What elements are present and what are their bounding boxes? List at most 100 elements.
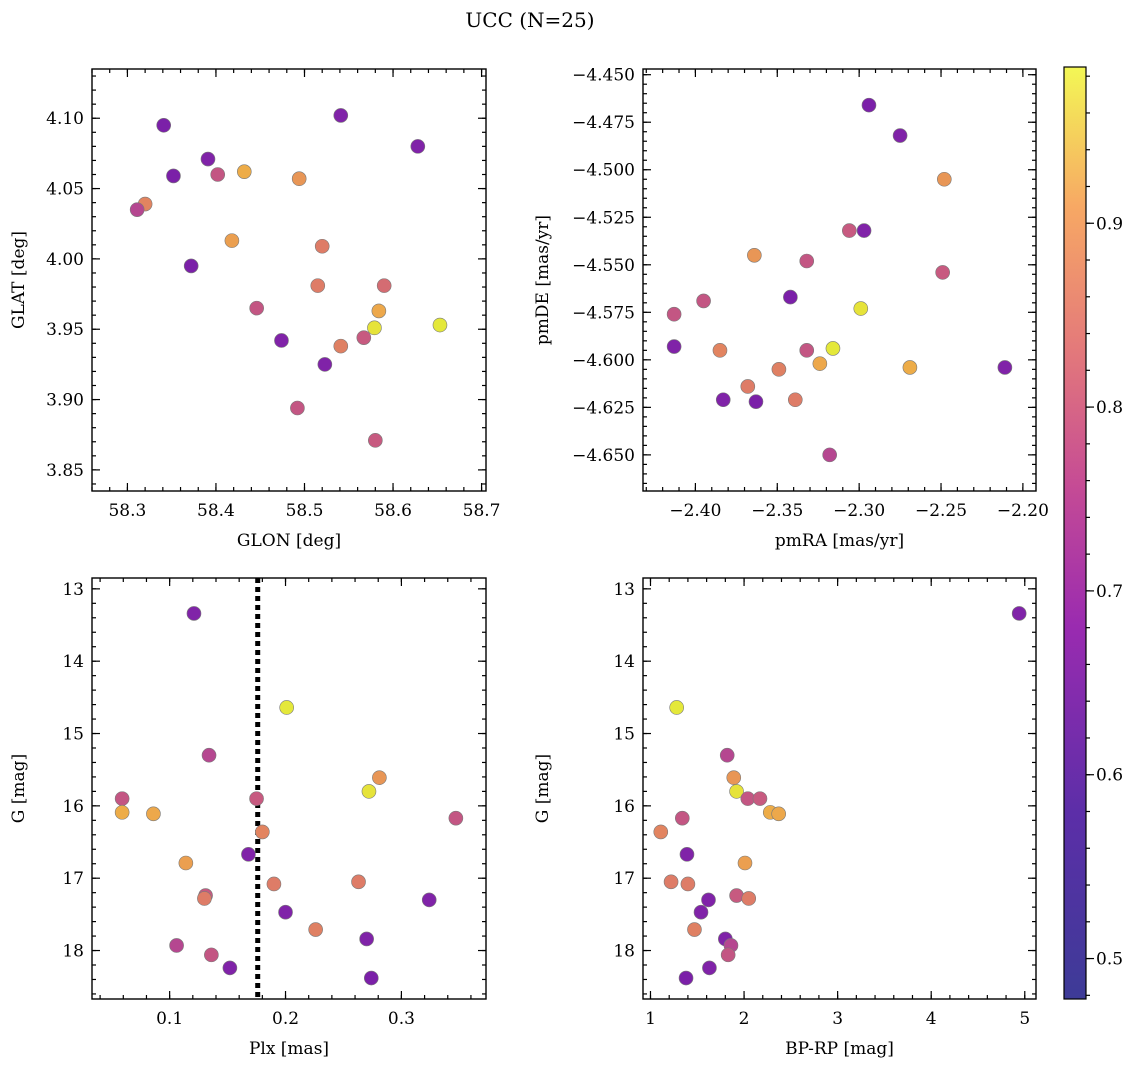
scatter-point — [278, 904, 293, 920]
scatter-point — [729, 784, 744, 799]
y-tick-label: 18 — [62, 942, 84, 962]
scatter-point — [249, 791, 264, 806]
y-tick-label: 3.95 — [46, 320, 84, 340]
panels: 58.3 58.4 58.5 58.6 58.7 3.85 3.90 3.95 4.00 4.05… — [9, 66, 1049, 1059]
x-axis-label: Plx [mas] — [249, 1039, 329, 1059]
scatter-point — [822, 447, 837, 463]
panel-glon-glat: 58.3 58.4 58.5 58.6 58.7 3.85 3.90 3.95 4.00 4.05… — [9, 68, 501, 551]
scatter-point — [376, 278, 392, 293]
y-axis-label: pmDE [mas/yr] — [533, 215, 553, 345]
y-tick-label: −4.575 — [572, 303, 635, 323]
scatter-point — [200, 151, 216, 167]
scatter-point — [448, 810, 464, 826]
x-tick-label: −2.35 — [751, 501, 803, 521]
x-axis-label: BP-RP [mag] — [785, 1039, 894, 1059]
scatter-point — [701, 892, 716, 908]
y-tick-label: 3.85 — [46, 461, 84, 481]
scatter-point — [666, 339, 682, 354]
scatter-point — [186, 606, 202, 621]
x-tick-label: −2.30 — [833, 501, 885, 521]
x-axis-label: pmRA [mas/yr] — [775, 531, 904, 551]
figure-title: UCC (N=25) — [465, 8, 594, 32]
scatter-point — [729, 888, 744, 903]
scatter-point — [853, 301, 869, 316]
scatter-point — [674, 810, 690, 826]
scatter-point — [679, 847, 695, 862]
scatter-points — [129, 108, 448, 448]
scatter-point — [291, 171, 307, 187]
scatter-point — [812, 356, 828, 371]
scatter-point — [747, 247, 762, 263]
scatter-point — [368, 433, 383, 448]
scatter-point — [333, 338, 349, 354]
x-tick-label: 0.3 — [388, 1009, 415, 1029]
y-tick-label: 15 — [613, 725, 635, 745]
colorbar-tick-label: 0.5 — [1096, 950, 1123, 970]
scatter-point — [892, 128, 908, 143]
scatter-point — [201, 747, 217, 763]
colorbar-tick-label: 0.6 — [1096, 766, 1123, 786]
scatter-point — [787, 392, 803, 408]
colorbar-tick-label: 0.7 — [1096, 582, 1123, 602]
scatter-point — [653, 824, 669, 840]
x-tick-label: 5 — [1019, 1009, 1030, 1029]
y-tick-label: 16 — [613, 797, 635, 817]
y-tick-label: −4.650 — [572, 446, 635, 466]
x-tick-label: 3 — [832, 1009, 843, 1029]
y-axis-label: GLAT [deg] — [9, 231, 29, 329]
colorbar-gradient — [1063, 66, 1087, 1000]
scatter-point — [902, 360, 918, 375]
scatter-point — [317, 357, 333, 372]
axes-frame — [642, 68, 1037, 492]
panel-plx-g: 0.1 0.2 0.3 13 14 15 16 17 18 Plx [mas] G [mag] — [9, 577, 487, 1059]
x-tick-label: −2.40 — [669, 501, 721, 521]
scatter-point — [169, 938, 184, 953]
scatter-point — [421, 892, 437, 908]
scatter-point — [333, 108, 349, 123]
y-tick-label: 13 — [62, 580, 84, 600]
y-tick-label: −4.600 — [572, 351, 635, 371]
x-tick-label: 4 — [926, 1009, 937, 1029]
y-tick-label: 18 — [613, 942, 635, 962]
scatter-point — [351, 874, 366, 890]
colorbar: 0.5 0.6 0.7 0.8 0.9 — [1063, 66, 1123, 1000]
axes-frame — [91, 577, 487, 1000]
scatter-point — [666, 306, 682, 322]
scatter-point — [274, 333, 289, 348]
scatter-point — [663, 874, 679, 890]
scatter-point — [314, 238, 330, 254]
scatter-point — [224, 233, 240, 248]
y-tick-label: −4.450 — [572, 66, 635, 86]
y-tick-label: −4.625 — [572, 398, 635, 418]
scatter-point — [740, 379, 756, 394]
x-tick-label: −2.25 — [915, 501, 967, 521]
scatter-point — [310, 278, 326, 293]
axis-ticks — [91, 69, 486, 491]
scatter-point — [741, 891, 757, 906]
x-tick-label: −2.20 — [997, 501, 1049, 521]
scatter-point — [715, 392, 731, 408]
y-tick-label: 16 — [62, 797, 84, 817]
scatter-point — [279, 700, 294, 715]
y-tick-label: −4.525 — [572, 208, 635, 228]
y-tick-label: −4.500 — [572, 161, 635, 181]
y-tick-label: 4.00 — [46, 250, 84, 270]
scatter-point — [680, 876, 696, 892]
scatter-point — [372, 770, 387, 785]
axis-ticks — [643, 578, 1036, 999]
scatter-point — [702, 960, 717, 976]
x-tick-label: 58.7 — [463, 501, 501, 521]
scatter-point — [720, 947, 736, 963]
y-tick-label: 15 — [62, 725, 84, 745]
y-tick-label: 17 — [62, 869, 84, 889]
scatter-point — [222, 960, 238, 976]
scatter-points — [666, 97, 1013, 463]
scatter-point — [737, 855, 753, 871]
scatter-point — [266, 876, 282, 892]
scatter-point — [771, 362, 787, 377]
panel-bprp-g: 1 2 3 4 5 13 14 15 16 17 18 BP-RP [mag] G [mag] — [533, 577, 1037, 1059]
scatter-point — [997, 360, 1013, 375]
scatter-point — [359, 931, 374, 947]
scatter-point — [771, 806, 786, 822]
